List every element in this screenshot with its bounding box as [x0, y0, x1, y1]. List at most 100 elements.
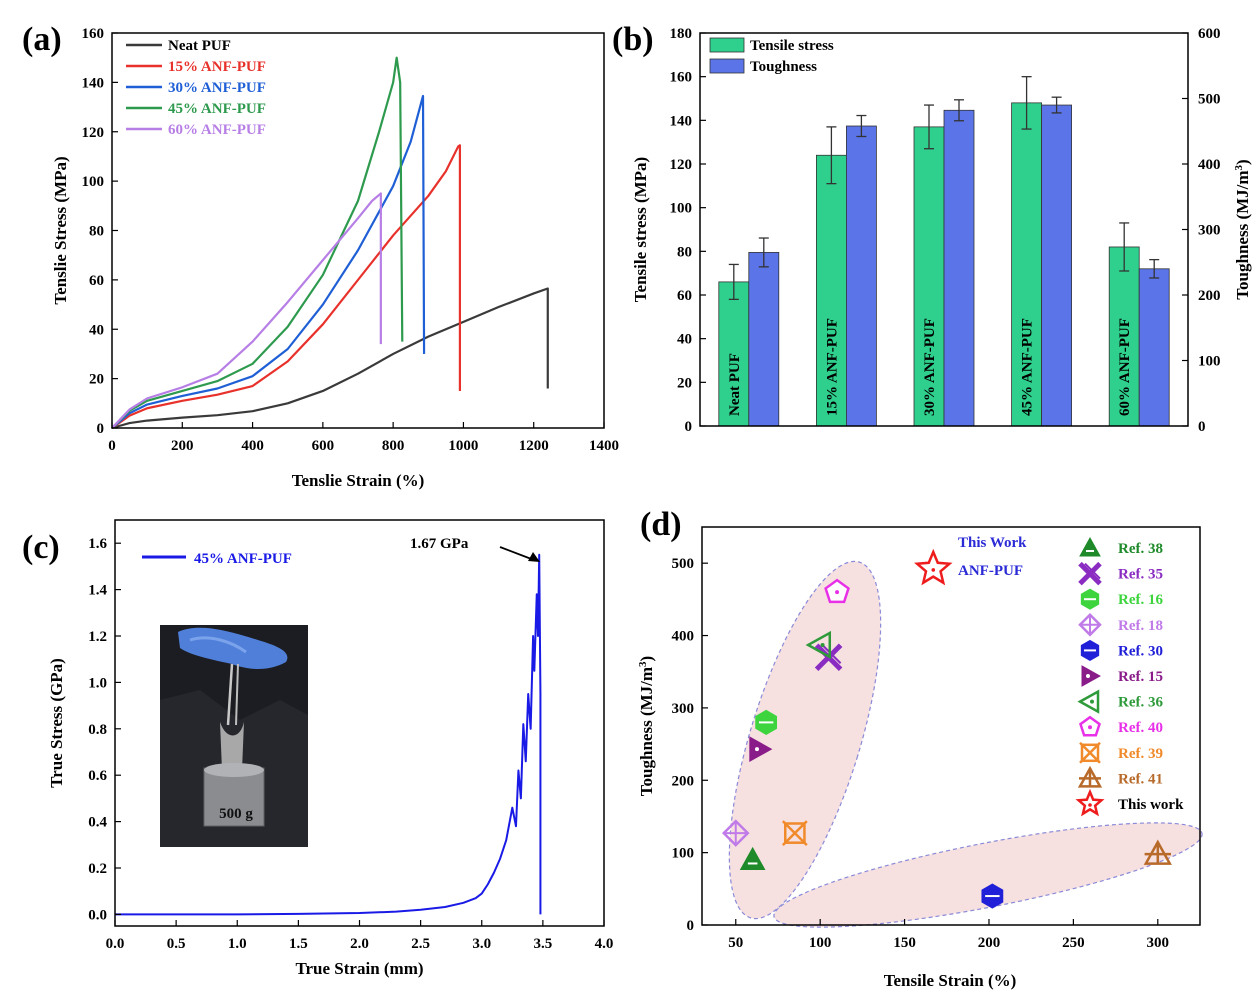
panel-b: (b) Neat PUF 15% ANF-PUF 30% ANF-PUF 45% ANF…: [612, 21, 1252, 435]
series-line-60-anf-puf: [111, 192, 382, 429]
legend-label-ref-41: Ref. 41: [1118, 771, 1163, 787]
y-right-tick-label: 0: [1198, 419, 1206, 435]
data-point-this-work-dot: [931, 568, 936, 572]
data-point-ref-15-shape: [749, 736, 773, 763]
x-tick-label: 0.5: [167, 936, 186, 952]
x-tick-label: 1.0: [228, 936, 247, 952]
legend-marker-this-work-dot: [1088, 803, 1092, 807]
legend-marker-this-work-shape: [1075, 788, 1105, 817]
x-tick-label: 250: [1062, 935, 1085, 951]
y-axis-label: Tensile stress (MPa): [631, 157, 650, 302]
y-left-tick-label: 0: [685, 419, 693, 435]
legend-marker-ref-39-stroke: [1079, 741, 1101, 764]
y-left-tick-label: 20: [677, 375, 692, 391]
legend-label-ref-16: Ref. 16: [1118, 592, 1163, 608]
inset-photo-hook: [220, 722, 244, 770]
legend-label-45-anf-puf: 45% ANF-PUF: [168, 101, 266, 117]
data-point-ref-18: [721, 819, 750, 847]
this-work-sublabel: ANF-PUF: [958, 563, 1023, 579]
x-tick-label: 3.5: [534, 936, 553, 952]
legend-marker-ref-41: [1077, 765, 1103, 788]
y-tick-label: 100: [82, 174, 105, 190]
inset-photo-film: [226, 663, 234, 726]
y-right-tick-label: 400: [1198, 157, 1221, 173]
annotation-arrow-line: [499, 546, 535, 561]
category-label-30-anf-puf: 30% ANF-PUF: [922, 318, 938, 416]
x-tick-label: 800: [382, 438, 405, 454]
y-tick-label: 1.2: [88, 629, 107, 645]
y-right-tick-label: 500: [1198, 92, 1221, 108]
data-point-this-work-shape: [914, 548, 953, 586]
legend-label-ref-30: Ref. 30: [1118, 643, 1163, 659]
inset-photo-weight-top: [204, 763, 264, 777]
y-tick-label: 1.6: [88, 536, 107, 552]
data-point-ref-36-dot: [820, 642, 825, 647]
x-tick-label: 1000: [448, 438, 478, 454]
legend-marker-ref-40: [1079, 715, 1101, 737]
data-point-ref-16: [755, 709, 778, 735]
y-right-tick-label: 100: [1198, 354, 1221, 370]
annotation-peak-value: 1.67 GPa: [410, 536, 469, 552]
y-left-tick-label: 40: [677, 332, 692, 348]
data-point-ref-36: [805, 630, 832, 660]
legend-label-tensile-stress: Tensile stress: [750, 38, 834, 54]
y-tick-label: 140: [82, 75, 105, 91]
y-tick-label: 80: [89, 224, 104, 240]
x-tick-label: 4.0: [595, 936, 614, 952]
data-point-ref-41: [1143, 839, 1172, 865]
legend-swatch-toughness: [709, 58, 745, 74]
y-tick-label: 0.8: [88, 722, 107, 738]
legend-marker-ref-35-stroke: [1078, 561, 1102, 586]
series-line-45-anf-puf: [111, 56, 404, 429]
x-axis-label: Tenslie Strain (%): [292, 471, 425, 490]
category-label-neat-puf: Neat PUF: [727, 353, 743, 416]
legend-swatch-tensile-stress: [709, 37, 745, 53]
y-tick-label: 100: [672, 846, 695, 862]
legend-marker-ref-15-shape: [1081, 665, 1102, 687]
annotation-arrow-head: [528, 552, 540, 562]
legend-label-ref-35: Ref. 35: [1118, 567, 1163, 583]
x-tick-label: 300: [1147, 935, 1170, 951]
category-label-60-anf-puf: 60% ANF-PUF: [1117, 318, 1133, 416]
highlight-ellipse-low-strain: [728, 560, 882, 920]
bar-tensile-stress-neat-puf: [718, 281, 750, 427]
inset-photo-weight: [203, 767, 265, 827]
this-work-label: This Work: [958, 535, 1027, 551]
category-label-45-anf-puf: 45% ANF-PUF: [1020, 318, 1036, 416]
x-tick-label: 100: [809, 935, 832, 951]
series-line-30-anf-puf: [111, 94, 426, 429]
panel-label: (b): [612, 21, 654, 58]
legend-marker-ref-38-shape: [1079, 536, 1101, 557]
bar-tensile-stress-45-anf-puf: [1011, 102, 1042, 427]
x-tick-label: 3.0: [472, 936, 491, 952]
legend-label-ref-18: Ref. 18: [1118, 618, 1163, 634]
data-point-ref-39: [781, 820, 808, 846]
x-tick-label: 1.5: [289, 936, 308, 952]
data-point-this-work: [914, 548, 953, 586]
x-tick-label: 0.0: [106, 936, 125, 952]
legend-label-this-work: This work: [1118, 797, 1184, 813]
x-tick-label: 1200: [519, 438, 549, 454]
data-point-ref-38: [739, 846, 766, 870]
y-tick-label: 40: [89, 322, 104, 338]
legend-label-30-anf-puf: 30% ANF-PUF: [168, 80, 266, 96]
y2-axis-label: Toughness (MJ/m3): [1233, 159, 1252, 299]
series-line-45-anf-puf: [115, 553, 542, 916]
plot-frame: [701, 526, 1201, 926]
y-tick-label: 1.0: [88, 675, 107, 691]
panel-label: (d): [640, 506, 682, 543]
y-tick-label: 0: [97, 421, 105, 437]
x-axis-label: Tensile Strain (%): [884, 971, 1017, 990]
y-tick-label: 0.4: [88, 815, 107, 831]
legend-marker-ref-30: [1080, 639, 1100, 661]
legend-marker-ref-39-shape: [1080, 743, 1100, 763]
data-point-ref-39-stroke: [781, 820, 808, 846]
legend-marker-ref-39: [1079, 741, 1101, 764]
legend-marker-ref-18: [1078, 613, 1102, 637]
data-point-ref-39-shape: [783, 822, 806, 844]
data-point-ref-38-shape: [739, 846, 766, 870]
y-left-tick-label: 180: [670, 26, 693, 42]
inset-photo-film-2: [235, 663, 239, 726]
panel-a: (a) 0 200 400 600 800 1000 1200 1400 0 20 40 60 80 100…: [22, 21, 619, 490]
x-axis-label: True Strain (mm): [295, 959, 423, 978]
